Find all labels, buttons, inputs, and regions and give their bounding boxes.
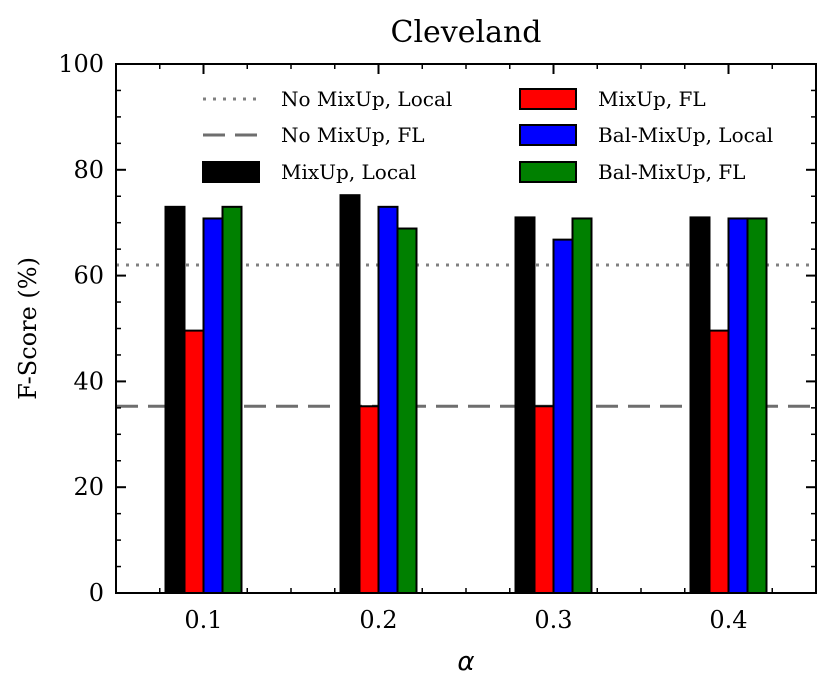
- bar-mixup-fl-0-3: [533, 405, 555, 594]
- y-tick-label-0: 0: [89, 579, 104, 607]
- bar-bal-mixup-local-0-1: [202, 217, 224, 595]
- legend-swatch-bal-mixup-fl: [519, 161, 577, 183]
- bar-mixup-local-0-4: [689, 216, 711, 594]
- chart-title: Cleveland: [390, 15, 541, 50]
- bar-bal-mixup-fl-0-4: [746, 217, 768, 595]
- bar-bal-mixup-local-0-4: [727, 217, 749, 595]
- bar-mixup-local-0-1: [164, 205, 186, 595]
- bar-bal-mixup-local-0-3: [552, 238, 574, 595]
- legend-label-bal-mixup-local: Bal-MixUp, Local: [598, 123, 773, 147]
- legend-label-mixup-fl: MixUp, FL: [598, 87, 706, 111]
- bar-bal-mixup-fl-0-3: [571, 217, 593, 595]
- plot-frame: [115, 63, 817, 594]
- y-tick-label-60: 60: [73, 262, 104, 290]
- legend-label-no-mixup-fl: No MixUp, FL: [281, 123, 425, 147]
- legend-label-mixup-local: MixUp, Local: [281, 160, 416, 184]
- y-tick-label-100: 100: [58, 50, 104, 78]
- bar-mixup-fl-0-4: [708, 329, 730, 594]
- bar-mixup-local-0-2: [339, 194, 361, 595]
- bar-bal-mixup-local-0-2: [377, 205, 399, 595]
- bar-bal-mixup-fl-0-1: [221, 205, 243, 595]
- y-tick-label-80: 80: [73, 156, 104, 184]
- bar-mixup-fl-0-2: [358, 405, 380, 594]
- x-axis-label: α: [457, 647, 474, 677]
- bar-mixup-local-0-3: [514, 216, 536, 594]
- legend-swatch-mixup-fl: [519, 88, 577, 110]
- x-tick-label-0-1: 0.1: [184, 606, 222, 634]
- legend-label-no-mixup-local: No MixUp, Local: [281, 87, 452, 111]
- x-tick-label-0-4: 0.4: [709, 606, 747, 634]
- legend-swatch-mixup-local: [202, 161, 260, 183]
- bar-bal-mixup-fl-0-2: [396, 227, 418, 594]
- legend-swatch-bal-mixup-local: [519, 124, 577, 146]
- legend-label-bal-mixup-fl: Bal-MixUp, FL: [598, 160, 745, 184]
- y-axis-label: F-Score (%): [14, 257, 42, 400]
- bar-mixup-fl-0-1: [183, 329, 205, 594]
- x-tick-label-0-3: 0.3: [534, 606, 572, 634]
- y-tick-label-40: 40: [73, 367, 104, 395]
- y-tick-label-20: 20: [73, 473, 104, 501]
- x-tick-label-0-2: 0.2: [359, 606, 397, 634]
